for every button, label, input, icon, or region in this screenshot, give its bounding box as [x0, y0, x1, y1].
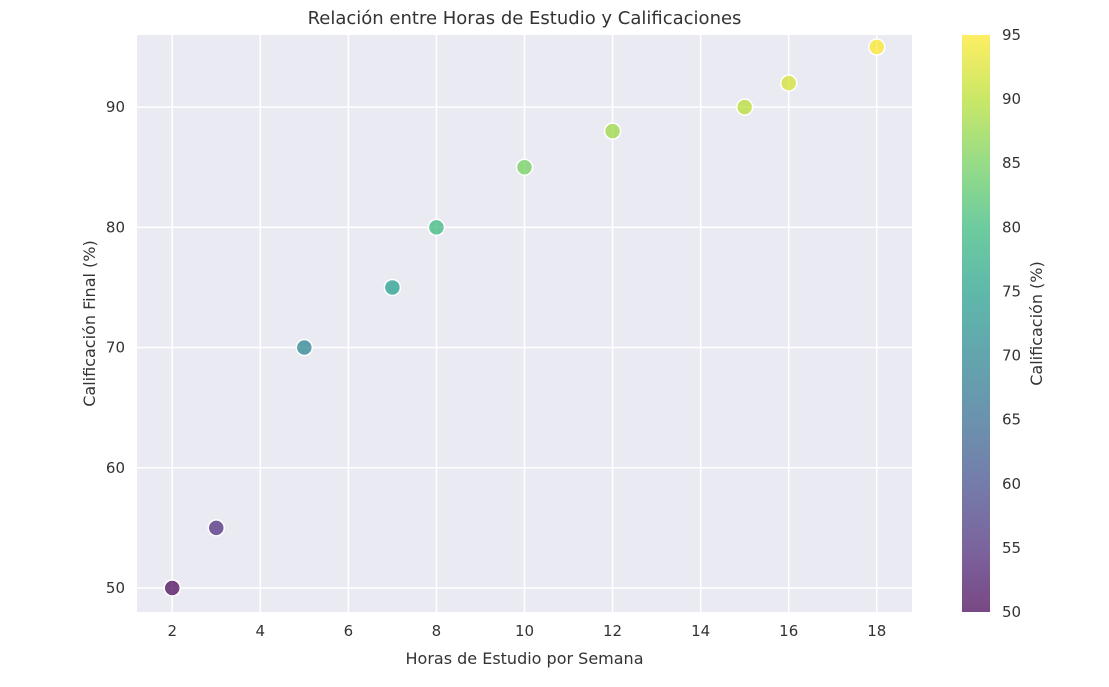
x-tick-label: 16 — [779, 622, 798, 640]
colorbar-tick-label: 70 — [1002, 347, 1021, 365]
data-points — [163, 38, 886, 597]
tick-labels: 2 4 6 8 10 12 14 16 18 50 60 70 80 90 — [106, 98, 886, 640]
scatter-point — [163, 579, 181, 597]
colorbar-tick-label: 60 — [1002, 475, 1021, 493]
chart-title: Relación entre Horas de Estudio y Califi… — [308, 8, 742, 29]
colorbar-gradient — [962, 35, 990, 612]
colorbar-tick-label: 85 — [1002, 154, 1021, 172]
scatter-point — [383, 278, 402, 297]
colorbar-tick-label: 90 — [1002, 90, 1021, 108]
scatter-point — [295, 338, 314, 357]
x-axis-label: Horas de Estudio por Semana — [406, 649, 644, 668]
scatter-point — [515, 158, 534, 176]
scatter-point — [207, 519, 226, 537]
x-tick-label: 10 — [515, 622, 534, 640]
colorbar-tick-label: 55 — [1002, 539, 1021, 557]
colorbar-tick-label: 75 — [1002, 282, 1021, 300]
grid-lines — [137, 35, 912, 612]
y-axis-label: Calificación Final (%) — [80, 240, 99, 406]
x-tick-label: 6 — [344, 622, 354, 640]
colorbar-tick-label: 65 — [1002, 411, 1021, 429]
scatter-point — [427, 218, 446, 237]
colorbar-tick-label: 95 — [1002, 26, 1021, 44]
y-tick-label: 70 — [106, 339, 125, 357]
y-tick-label: 90 — [106, 98, 125, 116]
colorbar-label: Calificación (%) — [1027, 261, 1046, 386]
x-tick-label: 12 — [603, 622, 622, 640]
x-tick-label: 4 — [256, 622, 266, 640]
colorbar-tick-label: 80 — [1002, 218, 1021, 236]
y-tick-label: 80 — [106, 218, 125, 236]
colorbar: 50 55 60 65 70 75 80 85 90 95 Calificación (%) — [962, 26, 1046, 621]
x-tick-label: 2 — [167, 622, 177, 640]
colorbar-tick-label: 50 — [1002, 603, 1021, 621]
y-tick-label: 60 — [106, 459, 125, 477]
x-tick-label: 14 — [691, 622, 710, 640]
scatter-point — [868, 38, 886, 56]
scatter-point — [779, 74, 798, 92]
x-tick-label: 18 — [867, 622, 886, 640]
x-tick-label: 8 — [432, 622, 442, 640]
scatter-point — [735, 98, 754, 116]
scatter-point — [603, 122, 622, 140]
y-tick-label: 50 — [106, 579, 125, 597]
colorbar-tick-labels: 50 55 60 65 70 75 80 85 90 95 — [1002, 26, 1021, 621]
